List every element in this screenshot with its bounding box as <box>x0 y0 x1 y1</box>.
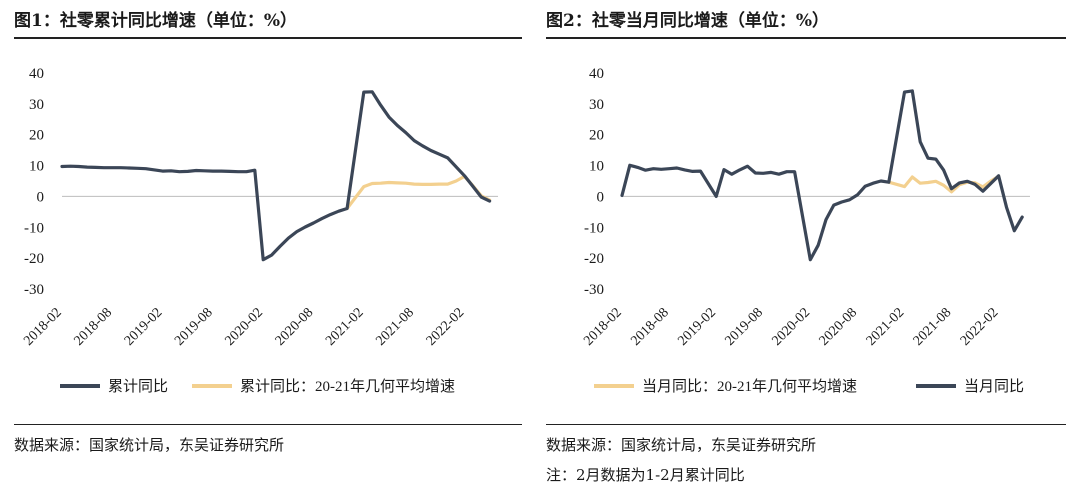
legend-label: 当月同比：20-21年几何平均增速 <box>642 378 857 395</box>
y-tick-label: 30 <box>29 97 44 113</box>
x-tick-label: 2020-02 <box>222 305 266 349</box>
y-tick-label: 0 <box>597 189 605 205</box>
x-tick-label: 2019-02 <box>122 305 166 349</box>
series-line-0 <box>60 90 492 262</box>
chart-panel-left: 图1：社零累计同比增速（单位：%） 40 30 20 10 0 -10 -20 -30 2018… <box>14 11 522 454</box>
chart-title: 图1：社零累计同比增速（单位：%） <box>14 11 297 31</box>
data-source: 数据来源：国家统计局，东吴证券研究所 <box>14 436 285 454</box>
y-tick-label: 20 <box>589 128 604 144</box>
chart-note: 注：2月数据为1-2月累计同比 <box>546 466 745 484</box>
x-tick-label: 2020-02 <box>770 305 814 349</box>
x-tick-label: 2018-02 <box>21 305 65 349</box>
x-tick-label: 2021-08 <box>373 305 417 349</box>
y-tick-label: 40 <box>29 66 44 82</box>
x-tick-label: 2019-08 <box>722 305 766 349</box>
legend-label: 累计同比 <box>108 378 168 395</box>
y-tick-label: 40 <box>589 66 604 82</box>
y-tick-label: 30 <box>589 97 604 113</box>
y-tick-label: -30 <box>24 282 44 298</box>
x-tick-label: 2021-02 <box>864 305 908 349</box>
source-rule <box>546 424 1066 425</box>
x-tick-label: 2019-02 <box>675 305 719 349</box>
x-tick-label: 2022-02 <box>958 305 1002 349</box>
y-tick-label: 0 <box>37 189 45 205</box>
y-tick-label: -20 <box>584 251 604 267</box>
x-tick-label: 2022-02 <box>424 305 468 349</box>
y-tick-label: 20 <box>29 128 44 144</box>
y-tick-label: 10 <box>589 159 604 175</box>
x-tick-label: 2018-08 <box>628 305 672 349</box>
x-tick-label: 2021-02 <box>323 305 367 349</box>
chart-title: 图2：社零当月同比增速（单位：%） <box>546 11 829 31</box>
y-tick-label: -20 <box>24 251 44 267</box>
title-rule <box>14 37 522 39</box>
chart-panel-right: 图2：社零当月同比增速（单位：%） 40 30 20 10 0 -10 -20 -30 2018… <box>540 0 1080 498</box>
x-tick-label: 2020-08 <box>817 305 861 349</box>
title-rule <box>546 37 1066 39</box>
x-tick-label: 2018-08 <box>72 305 116 349</box>
x-tick-label: 2018-02 <box>581 305 625 349</box>
legend-label: 当月同比 <box>964 378 1024 395</box>
y-tick-label: 10 <box>29 159 44 175</box>
y-tick-label: -10 <box>24 220 44 236</box>
series-line-0 <box>620 89 1024 262</box>
x-tick-label: 2020-08 <box>273 305 317 349</box>
source-rule <box>14 424 522 425</box>
x-tick-label: 2021-08 <box>911 305 955 349</box>
series-line-1 <box>887 174 1001 194</box>
data-source: 数据来源：国家统计局，东吴证券研究所 <box>546 436 817 454</box>
legend-label: 累计同比：20-21年几何平均增速 <box>240 378 455 395</box>
y-tick-label: -10 <box>584 220 604 236</box>
x-tick-label: 2019-08 <box>172 305 216 349</box>
y-tick-label: -30 <box>584 282 604 298</box>
